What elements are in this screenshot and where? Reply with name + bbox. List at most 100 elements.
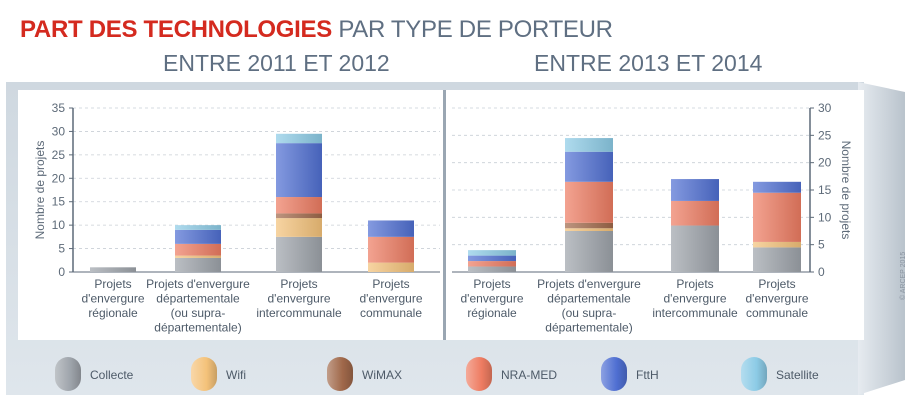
x-category-label: Projets bbox=[758, 277, 795, 291]
x-category-label: départementale bbox=[156, 292, 240, 306]
bar-segment bbox=[368, 262, 414, 272]
bar-segment bbox=[565, 222, 613, 229]
x-category-label: d'envergure bbox=[360, 292, 423, 306]
bar-segment bbox=[565, 151, 613, 182]
bar-segment bbox=[468, 266, 516, 272]
copyright: © ARCEP 2015 bbox=[900, 251, 907, 300]
bar-segment bbox=[90, 267, 136, 272]
x-category-label: d'envergure bbox=[82, 292, 145, 306]
panel-divider bbox=[443, 90, 446, 340]
y-axis-label: Nombre de projets bbox=[839, 141, 853, 240]
x-category-label: (ou supra- bbox=[562, 306, 617, 320]
legend-swatch bbox=[191, 357, 217, 391]
y-tick-label: 25 bbox=[52, 148, 66, 162]
bar-segment bbox=[565, 228, 613, 231]
right-period-title: ENTRE 2013 ET 2014 bbox=[534, 50, 763, 76]
y-tick-label: 5 bbox=[58, 242, 65, 256]
legend-label: Satellite bbox=[776, 368, 819, 382]
y-tick-label: 30 bbox=[818, 101, 832, 115]
x-category-label: Projets bbox=[372, 277, 409, 291]
bar-segment bbox=[175, 225, 221, 230]
bar-segment bbox=[276, 143, 322, 198]
bar-segment bbox=[468, 261, 516, 267]
legend-swatch bbox=[741, 357, 767, 391]
bar-segment bbox=[175, 257, 221, 272]
title-highlight: PART DES TECHNOLOGIES bbox=[20, 16, 332, 43]
x-category-label: régionale bbox=[467, 306, 517, 320]
legend-swatch bbox=[601, 357, 627, 391]
legend-label: Collecte bbox=[90, 368, 134, 382]
x-category-label: (ou supra- bbox=[171, 306, 226, 320]
legend-swatch bbox=[466, 357, 492, 391]
bar-segment bbox=[175, 255, 221, 258]
bar-segment bbox=[753, 241, 801, 248]
y-tick-label: 0 bbox=[818, 265, 825, 279]
x-category-label: intercommunale bbox=[652, 306, 738, 320]
bar-segment bbox=[175, 243, 221, 256]
title-rest: PAR TYPE DE PORTEUR bbox=[338, 16, 613, 43]
bar-segment bbox=[671, 225, 719, 272]
y-axis-label: Nombre de projets bbox=[33, 141, 47, 240]
bar-segment bbox=[175, 229, 221, 244]
y-tick-label: 20 bbox=[818, 156, 832, 170]
x-category-label: intercommunale bbox=[256, 306, 342, 320]
legend-label: NRA-MED bbox=[501, 368, 557, 382]
bar-segment bbox=[671, 200, 719, 226]
x-category-label: d'envergure bbox=[461, 292, 524, 306]
legend-swatch bbox=[55, 357, 81, 391]
bar-segment bbox=[276, 236, 322, 272]
x-category-label: départementale) bbox=[154, 321, 241, 335]
x-category-label: Projets bbox=[473, 277, 510, 291]
x-category-label: d'envergure bbox=[746, 292, 809, 306]
y-tick-label: 20 bbox=[52, 171, 66, 185]
legend: Collecte Wifi WiMAX NRA-MED FttH Satellite bbox=[55, 357, 819, 391]
bar-segment bbox=[368, 236, 414, 263]
bar-segment bbox=[671, 179, 719, 201]
page-curl bbox=[858, 82, 905, 395]
x-category-label: Projets bbox=[676, 277, 713, 291]
x-category-label: Projets d'envergure bbox=[537, 277, 641, 291]
x-category-label: d'envergure bbox=[268, 292, 331, 306]
y-tick-label: 15 bbox=[818, 183, 832, 197]
bar-segment bbox=[565, 231, 613, 272]
x-category-label: départementale bbox=[547, 292, 631, 306]
y-tick-label: 10 bbox=[818, 210, 832, 224]
bar-segment bbox=[276, 213, 322, 219]
legend-swatch bbox=[327, 357, 353, 391]
bar-segment bbox=[565, 138, 613, 152]
x-category-label: d'envergure bbox=[664, 292, 727, 306]
x-category-label: Projets bbox=[94, 277, 131, 291]
y-tick-label: 15 bbox=[52, 195, 66, 209]
x-category-label: régionale bbox=[88, 306, 138, 320]
x-category-label: départementale) bbox=[545, 321, 632, 335]
bar-segment bbox=[368, 220, 414, 237]
y-tick-label: 5 bbox=[818, 238, 825, 252]
legend-label: Wifi bbox=[226, 368, 246, 382]
bar-segment bbox=[753, 247, 801, 272]
bar-segment bbox=[565, 181, 613, 223]
x-category-label: Projets bbox=[280, 277, 317, 291]
bar-segment bbox=[753, 181, 801, 193]
y-tick-label: 35 bbox=[52, 101, 66, 115]
x-category-label: Projets d'envergure bbox=[146, 277, 250, 291]
legend-label: WiMAX bbox=[362, 368, 402, 382]
bar-segment bbox=[753, 192, 801, 242]
x-category-label: communale bbox=[746, 306, 808, 320]
y-tick-label: 0 bbox=[58, 265, 65, 279]
bar-segment bbox=[276, 133, 322, 144]
bar-segment bbox=[468, 250, 516, 256]
y-tick-label: 25 bbox=[818, 128, 832, 142]
left-period-title: ENTRE 2011 ET 2012 bbox=[163, 50, 390, 76]
y-tick-label: 10 bbox=[52, 218, 66, 232]
bar-segment bbox=[276, 218, 322, 237]
bar-segment bbox=[276, 197, 322, 214]
legend-label: FttH bbox=[636, 368, 659, 382]
page-title: PART DES TECHNOLOGIES PAR TYPE DE PORTEU… bbox=[20, 16, 613, 44]
bar-segment bbox=[468, 255, 516, 262]
x-category-label: communale bbox=[360, 306, 422, 320]
y-tick-label: 30 bbox=[52, 124, 66, 138]
